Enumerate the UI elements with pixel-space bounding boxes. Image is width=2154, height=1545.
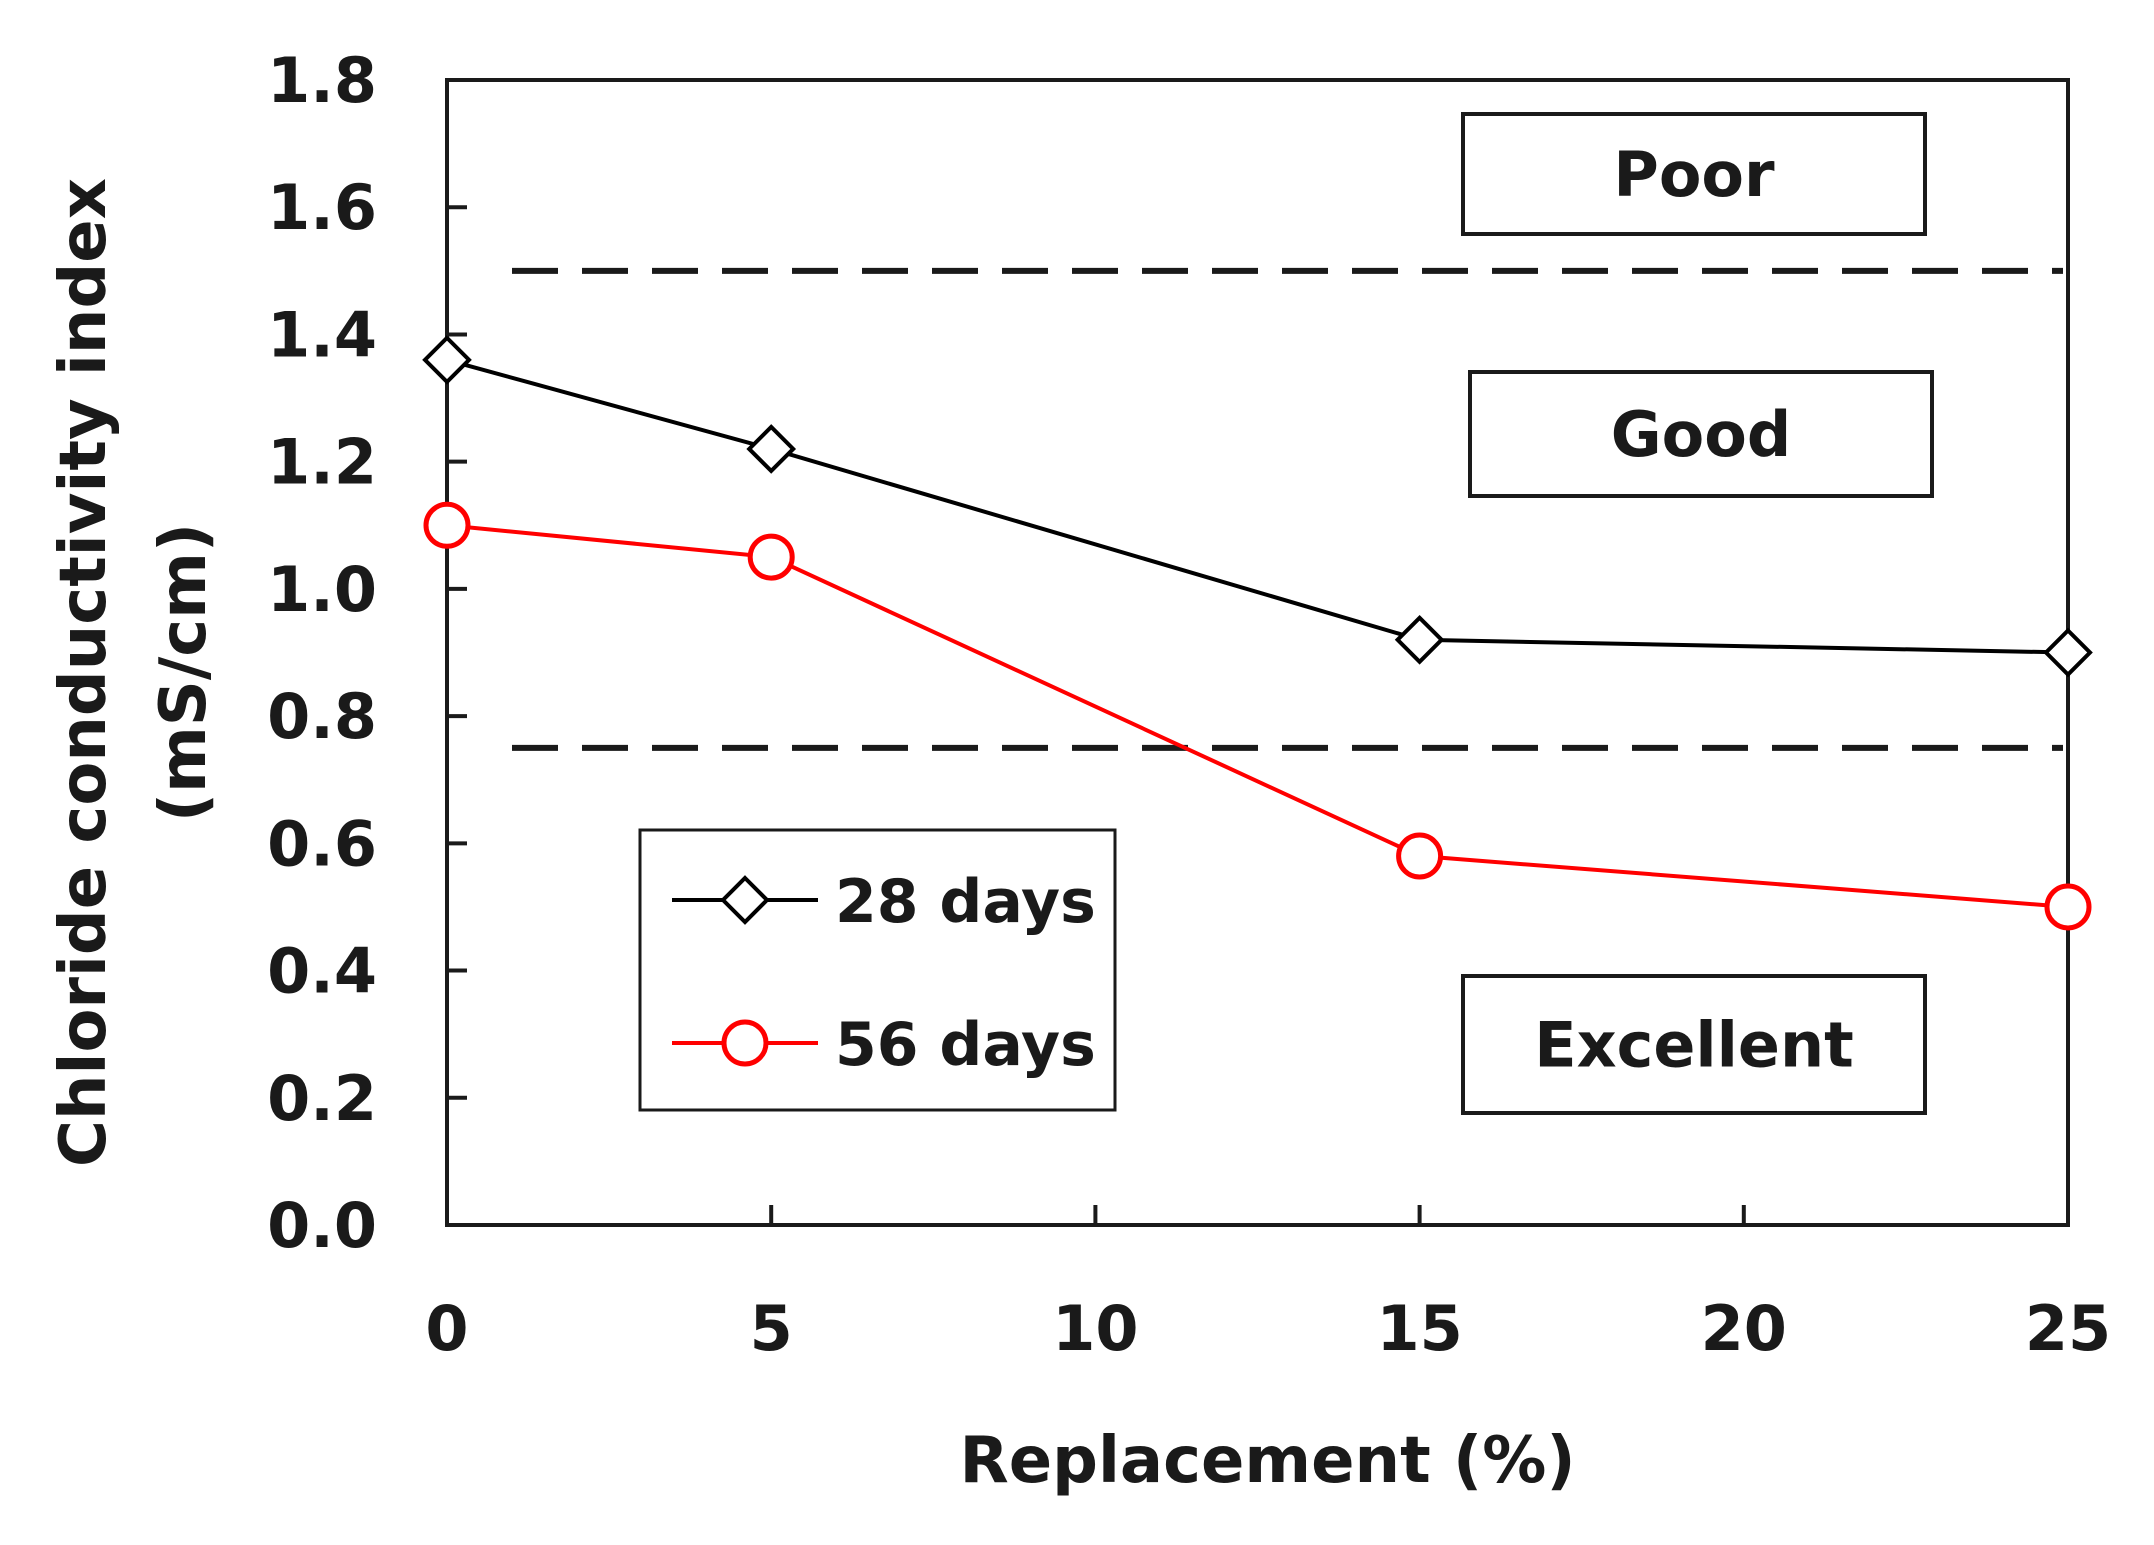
legend-item-28-days: 28 days xyxy=(672,867,1096,937)
data-point-28-days xyxy=(422,335,472,385)
zone-good: Good xyxy=(1468,370,1934,498)
y-tick-label: 1.0 xyxy=(267,553,377,626)
x-tick-label: 15 xyxy=(1376,1292,1462,1365)
y-axis-title-line-1: Chloride conductivity index xyxy=(47,178,121,1167)
x-tick-label: 10 xyxy=(1052,1292,1138,1365)
data-point-28-days xyxy=(746,424,797,474)
data-point-56-days xyxy=(747,533,795,581)
series-56-days xyxy=(423,501,2092,931)
legend-marker-56-days xyxy=(721,1019,769,1067)
series-line-56-days xyxy=(446,523,2069,909)
legend-box xyxy=(638,828,1117,1112)
data-point-56-days xyxy=(1396,832,1444,880)
y-tick-label: 0.4 xyxy=(267,935,377,1008)
zone-box-good xyxy=(1468,370,1934,498)
y-tick-label: 1.4 xyxy=(267,298,377,371)
y-tick-label: 1.2 xyxy=(267,426,377,499)
zone-label-excellent: Excellent xyxy=(1534,1009,1853,1082)
legend-marker-28-days xyxy=(720,875,770,925)
x-tick-label: 20 xyxy=(1701,1292,1787,1365)
series-line-28-days xyxy=(446,357,2069,655)
data-point-28-days xyxy=(1394,614,1445,665)
x-axis-title: Replacement (%) xyxy=(959,1424,1575,1498)
y-tick-label: 1.8 xyxy=(267,44,377,117)
y-tick-label: 1.6 xyxy=(267,171,377,244)
legend-label-56-days: 56 days xyxy=(835,1010,1096,1080)
y-tick-label: 0.8 xyxy=(267,680,377,753)
x-tick-label: 0 xyxy=(425,1292,468,1365)
zone-label-poor: Poor xyxy=(1613,138,1775,211)
zone-poor: Poor xyxy=(1461,112,1927,236)
y-axis-title-line-2: (mS/cm) xyxy=(147,523,221,822)
y-tick-label: 0.6 xyxy=(267,807,377,880)
y-tick-label: 0.2 xyxy=(267,1062,377,1135)
data-point-56-days xyxy=(423,501,471,549)
y-tick-label: 0.0 xyxy=(267,1189,377,1262)
x-tick-label: 5 xyxy=(750,1292,793,1365)
data-point-56-days xyxy=(2044,883,2092,931)
data-point-28-days xyxy=(2043,627,2093,678)
legend-item-56-days: 56 days xyxy=(672,1010,1096,1080)
zone-box-poor xyxy=(1461,112,1927,236)
legend-label-28-days: 28 days xyxy=(835,867,1096,937)
zone-box-excellent xyxy=(1461,974,1927,1115)
zone-label-good: Good xyxy=(1611,398,1791,471)
zone-excellent: Excellent xyxy=(1461,974,1927,1115)
legend: 28 days 56 days xyxy=(638,828,1117,1112)
x-tick-label: 25 xyxy=(2025,1292,2111,1365)
series-28-days xyxy=(422,335,2093,678)
